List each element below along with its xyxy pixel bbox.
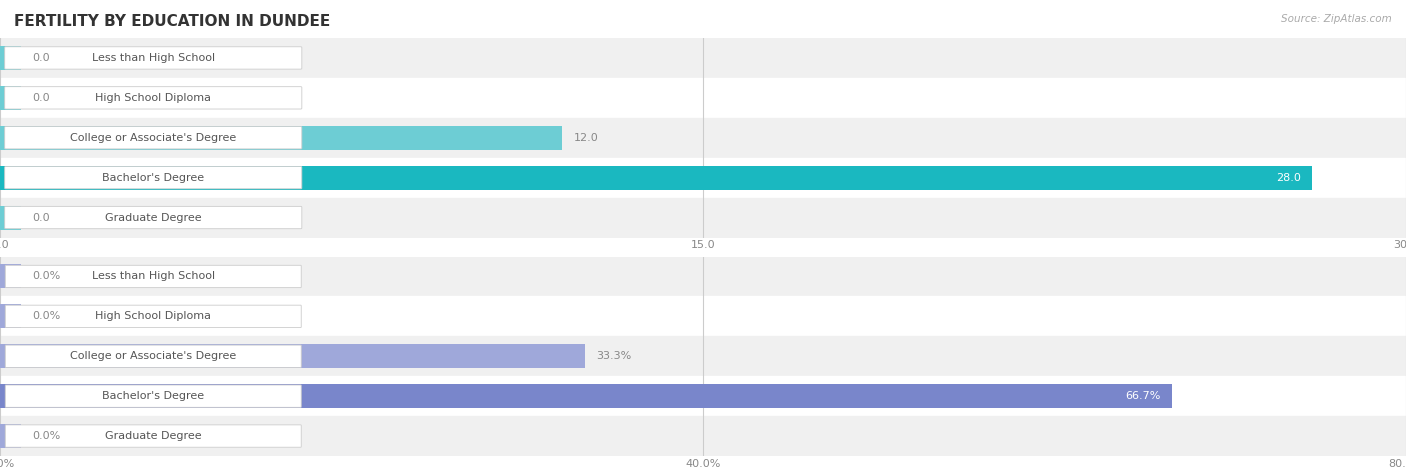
Text: 0.0%: 0.0%: [32, 271, 60, 282]
Bar: [0, 265, 21, 288]
Bar: [0, 336, 1406, 376]
Bar: [0, 46, 21, 70]
Text: College or Associate's Degree: College or Associate's Degree: [70, 351, 236, 361]
Text: 0.0%: 0.0%: [32, 431, 60, 441]
Text: 0.0: 0.0: [32, 93, 51, 103]
Bar: [0, 416, 1406, 456]
Bar: [0, 118, 1406, 158]
Bar: [0, 304, 21, 328]
FancyBboxPatch shape: [4, 126, 302, 149]
Text: Less than High School: Less than High School: [91, 271, 215, 282]
Bar: [0, 126, 562, 150]
Bar: [0, 296, 1406, 336]
Text: Less than High School: Less than High School: [91, 53, 215, 63]
FancyBboxPatch shape: [4, 166, 302, 189]
Text: Bachelor's Degree: Bachelor's Degree: [103, 391, 204, 401]
Text: 33.3%: 33.3%: [596, 351, 631, 361]
Bar: [0, 78, 1406, 118]
Bar: [0, 256, 1406, 296]
Text: 0.0: 0.0: [32, 53, 51, 63]
FancyBboxPatch shape: [4, 206, 302, 229]
Bar: [0, 86, 21, 110]
Text: 0.0%: 0.0%: [32, 311, 60, 322]
Bar: [0, 424, 21, 448]
Text: 12.0: 12.0: [574, 133, 599, 143]
FancyBboxPatch shape: [6, 265, 301, 288]
FancyBboxPatch shape: [4, 47, 302, 69]
Text: High School Diploma: High School Diploma: [96, 93, 211, 103]
Bar: [0, 206, 21, 229]
Bar: [0, 198, 1406, 238]
FancyBboxPatch shape: [6, 425, 301, 447]
Text: 28.0: 28.0: [1277, 172, 1301, 183]
Text: Graduate Degree: Graduate Degree: [105, 212, 201, 223]
Bar: [0, 384, 1173, 408]
Text: Source: ZipAtlas.com: Source: ZipAtlas.com: [1281, 14, 1392, 24]
Text: FERTILITY BY EDUCATION IN DUNDEE: FERTILITY BY EDUCATION IN DUNDEE: [14, 14, 330, 29]
Bar: [0, 166, 1312, 190]
Text: High School Diploma: High School Diploma: [96, 311, 211, 322]
Text: College or Associate's Degree: College or Associate's Degree: [70, 133, 236, 143]
FancyBboxPatch shape: [6, 385, 301, 408]
FancyBboxPatch shape: [6, 345, 301, 368]
FancyBboxPatch shape: [6, 305, 301, 328]
FancyBboxPatch shape: [4, 86, 302, 109]
Text: 66.7%: 66.7%: [1126, 391, 1161, 401]
Text: Bachelor's Degree: Bachelor's Degree: [103, 172, 204, 183]
Text: Graduate Degree: Graduate Degree: [105, 431, 201, 441]
Bar: [0, 158, 1406, 198]
Text: 0.0: 0.0: [32, 212, 51, 223]
Bar: [0, 344, 585, 368]
Bar: [0, 376, 1406, 416]
Bar: [0, 38, 1406, 78]
